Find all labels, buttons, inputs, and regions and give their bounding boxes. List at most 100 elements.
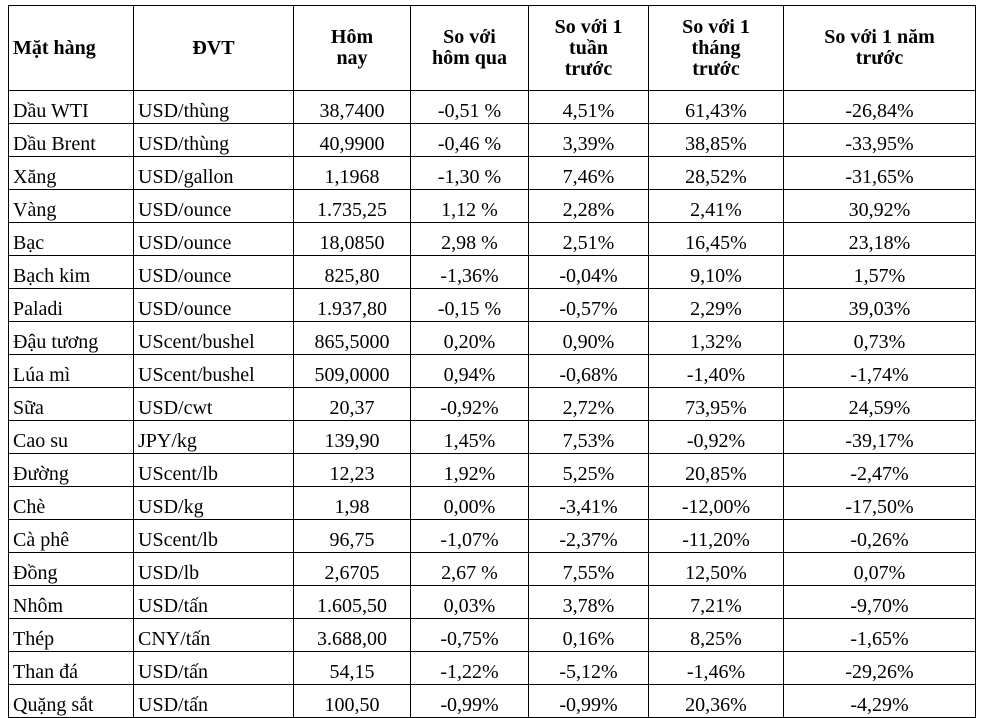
table-cell: 1,12 % — [410, 189, 529, 223]
table-cell: USD/thùng — [133, 90, 294, 124]
table-cell: -0,46 % — [410, 123, 529, 157]
table-cell: 61,43% — [648, 90, 784, 124]
table-cell: -0,92% — [648, 420, 784, 454]
table-cell: -1,46% — [648, 651, 784, 685]
table-cell: 54,15 — [293, 651, 411, 685]
table-cell: 9,10% — [648, 255, 784, 289]
table-row: Sữa USD/cwt 20,37 -0,92% 2,72% 73,95% 24,59% — [8, 387, 976, 421]
table-cell: UScent/bushel — [133, 321, 294, 355]
table-cell: 509,0000 — [293, 354, 411, 388]
table-cell: -26,84% — [783, 90, 976, 124]
table-cell: 3,78% — [528, 585, 649, 619]
table-cell: -3,41% — [528, 486, 649, 520]
table-cell: 7,53% — [528, 420, 649, 454]
table-row: Bạch kim USD/ounce 825,80 -1,36% -0,04% 9,10%… — [8, 255, 976, 289]
table-cell: Đường — [8, 453, 134, 487]
table-cell: -1,65% — [783, 618, 976, 652]
table-cell: 7,46% — [528, 156, 649, 190]
table-cell: Lúa mì — [8, 354, 134, 388]
table-cell: 39,03% — [783, 288, 976, 322]
table-row: Cao su JPY/kg 139,90 1,45% 7,53% -0,92% -39,17… — [8, 420, 976, 454]
header-text: So với 1 tháng trước — [682, 15, 750, 80]
table-cell: 23,18% — [783, 222, 976, 256]
header-text: So với hôm qua — [431, 26, 508, 69]
header-cell: ĐVT — [133, 5, 294, 91]
table-cell: 1,98 — [293, 486, 411, 520]
table-cell: 38,7400 — [293, 90, 411, 124]
table-cell: Dầu WTI — [8, 90, 134, 124]
table-cell: Paladi — [8, 288, 134, 322]
table-cell: -2,37% — [528, 519, 649, 553]
table-cell: USD/lb — [133, 552, 294, 586]
table-cell: 4,51% — [528, 90, 649, 124]
table-cell: Xăng — [8, 156, 134, 190]
table-cell: USD/ounce — [133, 255, 294, 289]
table-cell: JPY/kg — [133, 420, 294, 454]
header-cell: So với 1 năm trước — [783, 5, 976, 91]
table-cell: 73,95% — [648, 387, 784, 421]
table-cell: -5,12% — [528, 651, 649, 685]
table-cell: 0,16% — [528, 618, 649, 652]
table-cell: -11,20% — [648, 519, 784, 553]
table-cell: 2,51% — [528, 222, 649, 256]
table-cell: 12,23 — [293, 453, 411, 487]
table-cell: 7,55% — [528, 552, 649, 586]
table-cell: -0,99% — [410, 684, 529, 718]
header-cell: So với 1 tháng trước — [648, 5, 784, 91]
table-cell: 24,59% — [783, 387, 976, 421]
table-cell: USD/ounce — [133, 288, 294, 322]
table-cell: 3,39% — [528, 123, 649, 157]
table-cell: 2,29% — [648, 288, 784, 322]
table-cell: USD/ounce — [133, 189, 294, 223]
table-row: Thép CNY/tấn 3.688,00 -0,75% 0,16% 8,25% -1,65… — [8, 618, 976, 652]
table-cell: 40,9900 — [293, 123, 411, 157]
table-cell: 0,20% — [410, 321, 529, 355]
table-cell: 20,85% — [648, 453, 784, 487]
table-cell: -1,40% — [648, 354, 784, 388]
table-cell: -1,07% — [410, 519, 529, 553]
table-cell: 30,92% — [783, 189, 976, 223]
table-cell: 1,1968 — [293, 156, 411, 190]
table-body: Dầu WTI USD/thùng 38,7400 -0,51 % 4,51% 61,43… — [8, 90, 976, 718]
table-cell: 16,45% — [648, 222, 784, 256]
table-cell: -0,68% — [528, 354, 649, 388]
table-row: Dầu Brent USD/thùng 40,9900 -0,46 % 3,39% 38,… — [8, 123, 976, 157]
table-cell: Than đá — [8, 651, 134, 685]
table-row: Vàng USD/ounce 1.735,25 1,12 % 2,28% 2,41% 30,… — [8, 189, 976, 223]
table-cell: 1,92% — [410, 453, 529, 487]
header-cell: Hôm nay — [293, 5, 411, 91]
table-row: Paladi USD/ounce 1.937,80 -0,15 % -0,57% 2,29… — [8, 288, 976, 322]
table-cell: 2,28% — [528, 189, 649, 223]
table-row: Cà phê UScent/lb 96,75 -1,07% -2,37% -11,20% -… — [8, 519, 976, 553]
table-cell: USD/gallon — [133, 156, 294, 190]
table-cell: Đồng — [8, 552, 134, 586]
table-cell: -0,99% — [528, 684, 649, 718]
table-cell: 865,5000 — [293, 321, 411, 355]
table-cell: 3.688,00 — [293, 618, 411, 652]
commodity-table: Mặt hàng ĐVT Hôm nay So với hôm qua So với 1… — [8, 5, 976, 718]
table-row: Bạc USD/ounce 18,0850 2,98 % 2,51% 16,45% 23,1… — [8, 222, 976, 256]
table-cell: -0,75% — [410, 618, 529, 652]
table-cell: -33,95% — [783, 123, 976, 157]
table-cell: 2,41% — [648, 189, 784, 223]
table-cell: 100,50 — [293, 684, 411, 718]
table-cell: -17,50% — [783, 486, 976, 520]
table-cell: UScent/bushel — [133, 354, 294, 388]
table-cell: -0,26% — [783, 519, 976, 553]
header-text: So với 1 tuần trước — [554, 15, 623, 80]
table-cell: 1.605,50 — [293, 585, 411, 619]
header-text: Mặt hàng — [13, 36, 96, 59]
table-cell: Nhôm — [8, 585, 134, 619]
table-cell: 0,73% — [783, 321, 976, 355]
table-cell: -0,04% — [528, 255, 649, 289]
table-cell: USD/tấn — [133, 651, 294, 685]
table-cell: 1,32% — [648, 321, 784, 355]
table-cell: 0,94% — [410, 354, 529, 388]
table-cell: -1,30 % — [410, 156, 529, 190]
table-cell: 96,75 — [293, 519, 411, 553]
table-cell: 2,6705 — [293, 552, 411, 586]
table-cell: USD/cwt — [133, 387, 294, 421]
table-cell: 5,25% — [528, 453, 649, 487]
header-row: Mặt hàng ĐVT Hôm nay So với hôm qua So với 1… — [8, 5, 976, 91]
table-cell: 20,36% — [648, 684, 784, 718]
